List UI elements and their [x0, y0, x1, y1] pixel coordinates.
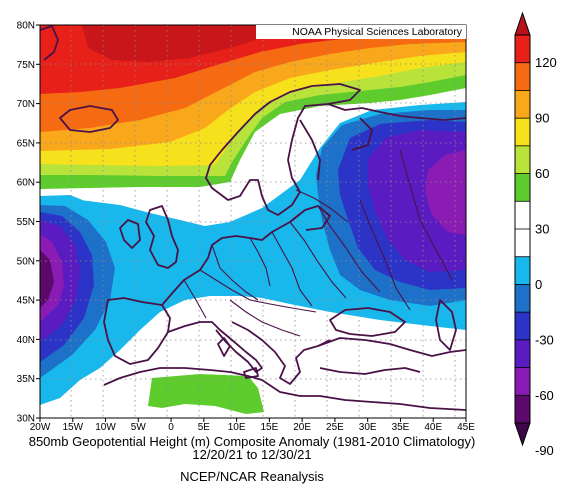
colorbar-tick-label: 30 [535, 222, 549, 237]
lat-tick-label: 70N [17, 99, 35, 110]
colorbar-segment [515, 367, 530, 396]
colorbar-segment [515, 118, 530, 147]
caption-title: 850mb Geopotential Height (m) Composite … [29, 434, 476, 449]
source-label: NOAA Physical Sciences Laboratory [292, 26, 463, 38]
lat-tick-label: 75N [17, 60, 35, 71]
colorbar-segment [515, 284, 530, 313]
lon-tick-label: 10W [95, 422, 116, 433]
lon-tick-label: 45E [457, 422, 475, 433]
colorbar-tick-label: 60 [535, 166, 549, 181]
lon-tick-label: 20E [293, 422, 311, 433]
colorbar-segment [515, 229, 530, 258]
lon-tick-label: 35E [392, 422, 410, 433]
lon-tick-label: 5W [131, 422, 147, 433]
colorbar-min-triangle [514, 422, 531, 447]
lat-tick-label: 60N [17, 178, 35, 189]
longitude-axis: 20W 15W 10W 5W 0 5E 10E 15E 20E 25E 30E 35E 40E 45E [30, 418, 475, 433]
band-neg-120-west [40, 250, 54, 308]
anomaly-field [40, 25, 466, 418]
lon-tick-label: 40E [424, 422, 442, 433]
coastlines [40, 25, 466, 411]
colorbar-tick-label: 120 [535, 55, 557, 70]
source-label-box [256, 25, 466, 39]
lat-tick-label: 30N [17, 414, 35, 425]
caption-dataset: NCEP/NCAR Reanalysis [180, 469, 324, 484]
band-neg-75-east [425, 150, 466, 235]
lon-tick-label: 15E [260, 422, 278, 433]
lat-tick-label: 65N [17, 138, 35, 149]
colorbar-segment [515, 339, 530, 369]
colorbar-segment [515, 35, 530, 64]
colorbar-segment [515, 145, 530, 175]
colorbar-max-triangle [514, 11, 531, 36]
lon-tick-label: 20W [30, 422, 51, 433]
colorbar-tick-label: -60 [535, 388, 554, 403]
lat-tick-label: 80N [17, 21, 35, 32]
lat-tick-label: 40N [17, 335, 35, 346]
colorbar-segment [515, 62, 530, 91]
lat-tick-label: 55N [17, 217, 35, 228]
caption-dates: 12/20/21 to 12/30/21 [192, 447, 311, 462]
lat-tick-label: 50N [17, 256, 35, 267]
lon-tick-label: 15W [62, 422, 83, 433]
colorbar-tick-label: -90 [535, 443, 554, 458]
colorbar-segment [515, 201, 530, 230]
colorbar-segment [515, 395, 530, 424]
latitude-axis: 80N 75N 70N 65N 60N 55N 50N 45N 40N 35N 30N [17, 21, 40, 425]
colorbar-tick-label: 90 [535, 111, 549, 126]
colorbar-tick-label: 0 [535, 277, 542, 292]
colorbar-segment [515, 90, 530, 119]
lat-tick-label: 35N [17, 374, 35, 385]
lon-tick-label: 5E [198, 422, 211, 433]
colorbar-tick-label: -30 [535, 332, 554, 347]
colorbar-segment [515, 173, 530, 202]
band-pos-30-africa [148, 374, 264, 414]
colorbar-segment [515, 312, 530, 341]
country-borders [183, 149, 453, 337]
lon-tick-label: 10E [228, 422, 246, 433]
lon-tick-label: 25E [326, 422, 344, 433]
lat-tick-label: 45N [17, 296, 35, 307]
lon-tick-label: 30E [359, 422, 377, 433]
lon-tick-label: 0 [168, 422, 174, 433]
colorbar-segment [515, 256, 530, 285]
band-pos-120 [82, 25, 270, 62]
